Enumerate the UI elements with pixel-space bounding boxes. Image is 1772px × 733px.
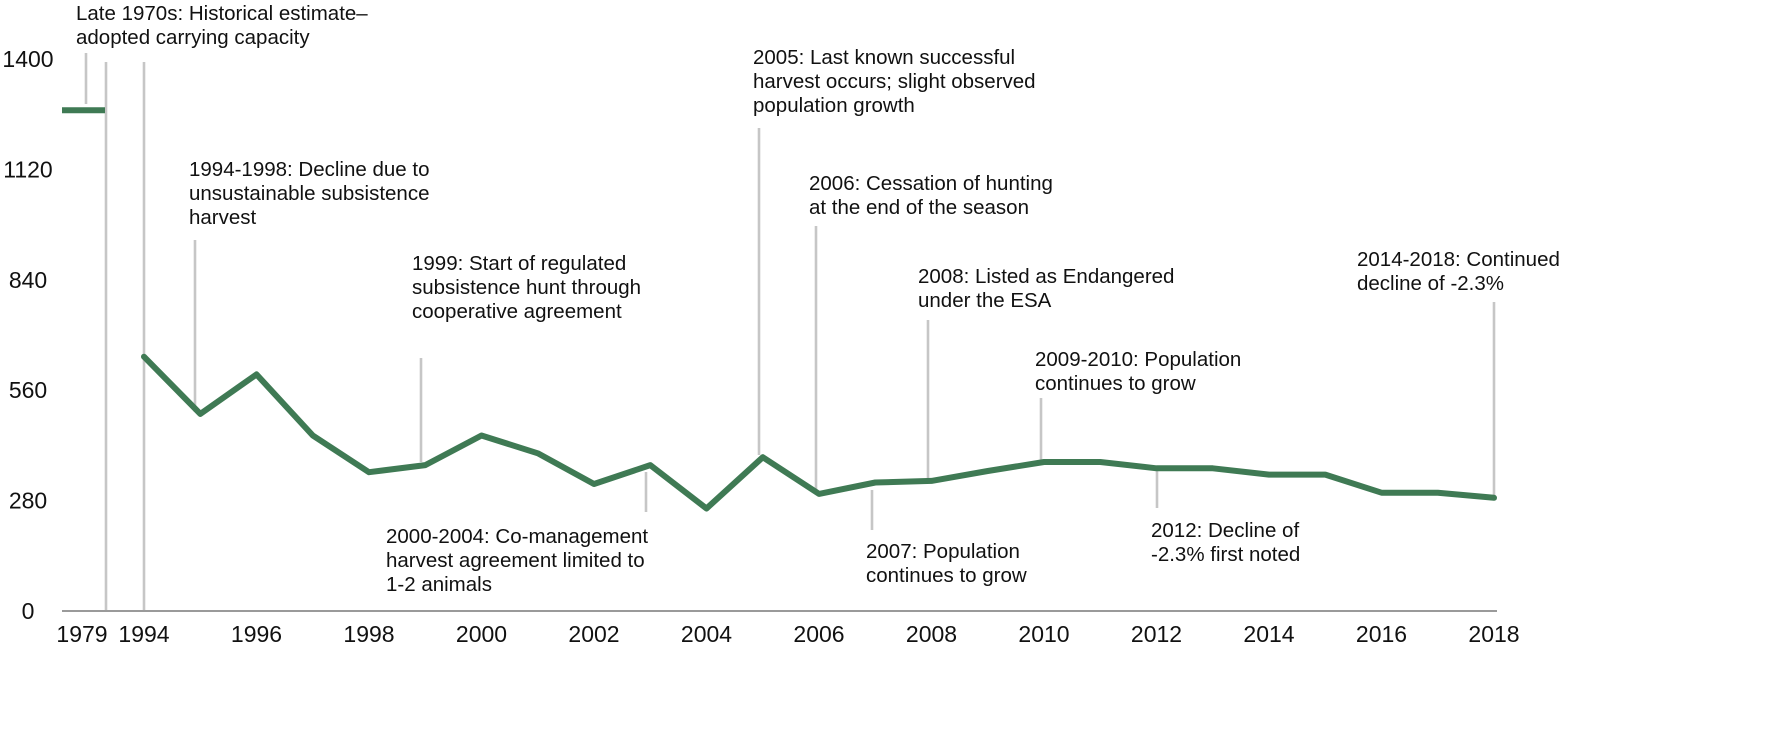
data-point [929, 478, 935, 484]
data-point [1097, 459, 1103, 465]
annotation-text-line: 2009-2010: Population [1035, 348, 1241, 371]
x-tick-label: 1979 [56, 621, 107, 647]
data-point [816, 491, 822, 497]
annotation-text-line: cooperative agreement [412, 300, 622, 323]
annotation-leader-lines [84, 53, 1496, 611]
x-tick-label: 2000 [456, 621, 507, 647]
x-tick-label: 2018 [1468, 621, 1519, 647]
data-point [254, 371, 260, 377]
x-tick-label: 1996 [231, 621, 282, 647]
data-point [535, 450, 541, 456]
y-tick-label: 840 [9, 267, 47, 293]
data-point [310, 433, 316, 439]
x-tick-label: 2004 [681, 621, 732, 647]
data-point [479, 433, 485, 439]
data-point [704, 505, 710, 511]
data-point [366, 469, 372, 475]
x-tick-label: 1998 [343, 621, 394, 647]
data-point [1210, 465, 1216, 471]
annotation-text-line: decline of -2.3% [1357, 272, 1504, 295]
y-tick-label: 560 [9, 377, 47, 403]
x-tick-label: 2006 [793, 621, 844, 647]
data-point [591, 481, 597, 487]
annotation-text-line: population growth [753, 94, 915, 117]
population-series-line [141, 353, 1497, 512]
annotation-text-line: 1999: Start of regulated [412, 252, 626, 275]
annotation-text-line: harvest occurs; slight observed [753, 70, 1036, 93]
annotation-text-line: unsustainable subsistence [189, 182, 429, 205]
annotation-text-line: 2007: Population [866, 540, 1020, 563]
data-point [1041, 459, 1047, 465]
x-tick-label: 2008 [906, 621, 957, 647]
data-point [1154, 465, 1160, 471]
data-point [1491, 495, 1497, 501]
x-tick-label: 1994 [118, 621, 169, 647]
annotation-text-line: 2005: Last known successful [753, 46, 1015, 69]
y-tick-label: 280 [9, 488, 47, 514]
x-tick-label: 2012 [1131, 621, 1182, 647]
x-tick-label: 2014 [1243, 621, 1294, 647]
data-point [197, 411, 203, 417]
data-point [760, 454, 766, 460]
annotation-text-line: 2014-2018: Continued [1357, 248, 1560, 271]
annotation-text-line: 1994-1998: Decline due to [189, 158, 430, 181]
annotation-text-line: 2012: Decline of [1151, 519, 1299, 542]
annotation-text-line: subsistence hunt through [412, 276, 641, 299]
data-point [1266, 472, 1272, 478]
annotation-text-line: continues to grow [1035, 372, 1196, 395]
annotation-text-line: harvest agreement limited to [386, 549, 645, 572]
data-point [872, 479, 878, 485]
data-point [647, 462, 653, 468]
data-point [985, 468, 991, 474]
data-point [1435, 490, 1441, 496]
annotation-text-line: 2000-2004: Co-management [386, 525, 648, 548]
annotation-text-line: 1-2 animals [386, 573, 492, 596]
y-tick-label: 1120 [3, 156, 52, 182]
annotation-text-line: harvest [189, 206, 257, 229]
x-tick-label: 2002 [568, 621, 619, 647]
y-tick-label: 1400 [2, 46, 53, 72]
annotation-text-line: continues to grow [866, 564, 1027, 587]
axes: 0 280 560 840 1120 1400 1979 1994 1996 1998 2000 20… [2, 46, 1519, 647]
x-tick-label: 2010 [1018, 621, 1069, 647]
annotation-text-line: Late 1970s: Historical estimate– [76, 2, 368, 25]
data-point [1322, 472, 1328, 478]
annotation-late-1970s: Late 1970s: Historical estimate–adopted … [76, 2, 368, 49]
annotation-text-line: 2006: Cessation of hunting [809, 172, 1053, 195]
annotation-text-line: adopted carrying capacity [76, 26, 310, 49]
annotations: Late 1970s: Historical estimate–adopted … [76, 2, 1560, 596]
annotation-text-line: 2008: Listed as Endangered [918, 265, 1174, 288]
data-point [1379, 490, 1385, 496]
annotation-text-line: -2.3% first noted [1151, 543, 1300, 566]
x-tick-label: 2016 [1356, 621, 1407, 647]
y-tick-label: 0 [22, 598, 35, 624]
series-layer [62, 107, 1497, 512]
annotation-text-line: at the end of the season [809, 196, 1029, 219]
annotation-text-line: under the ESA [918, 289, 1052, 312]
annotation-2012: 2012: Decline of-2.3% first noted [1151, 519, 1300, 566]
data-point [422, 462, 428, 468]
data-point [141, 354, 147, 360]
